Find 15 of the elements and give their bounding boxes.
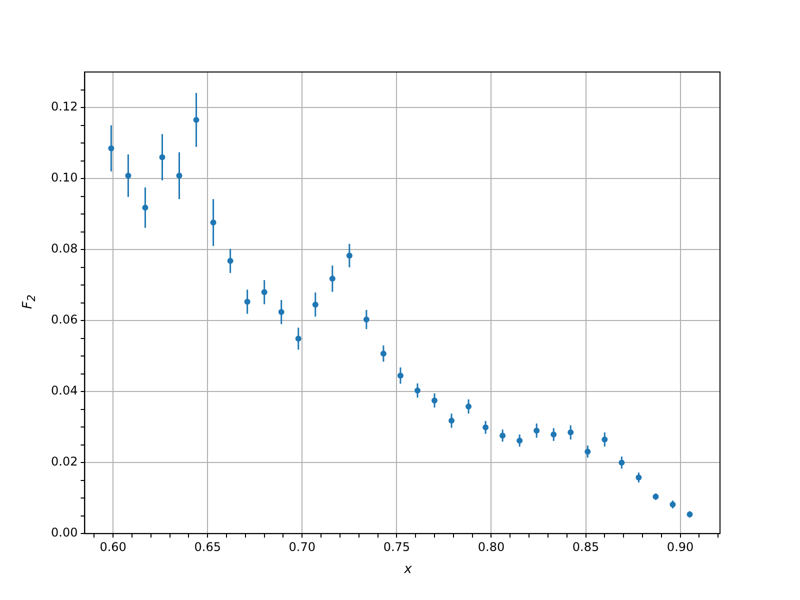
y-tick-label: 0.04	[51, 384, 78, 398]
x-tick-label: 0.70	[288, 540, 316, 554]
x-tick-label: 0.60	[100, 540, 126, 554]
y-tick-label: 0.02	[51, 454, 78, 469]
y-tick-label: 0.08	[51, 242, 78, 256]
x-tick-label: 0.90	[666, 540, 694, 554]
x-tick-label: 0.80	[478, 540, 505, 554]
y-tick-label: 0.10	[51, 170, 78, 185]
y-tick-label: 0.06	[51, 312, 78, 327]
x-tick-label: 0.85	[572, 540, 600, 554]
x-tick-label: 0.65	[194, 540, 221, 554]
x-tick-label: 0.75	[383, 540, 410, 554]
y-tick-label: 0.12	[51, 100, 78, 114]
y-tick-label: 0.00	[51, 526, 78, 540]
x-axis-title: x	[403, 562, 413, 577]
